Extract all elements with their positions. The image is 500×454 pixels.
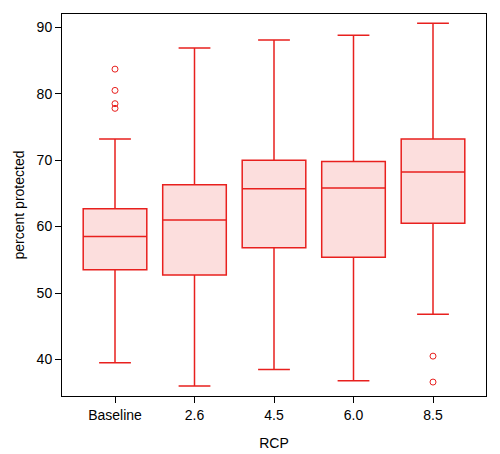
svg-text:6.0: 6.0 bbox=[344, 407, 364, 423]
svg-text:80: 80 bbox=[37, 86, 53, 102]
svg-text:50: 50 bbox=[37, 285, 53, 301]
svg-text:90: 90 bbox=[37, 19, 53, 35]
svg-text:percent protected: percent protected bbox=[11, 151, 27, 260]
svg-text:8.5: 8.5 bbox=[423, 407, 443, 423]
svg-text:RCP: RCP bbox=[259, 435, 289, 451]
svg-text:60: 60 bbox=[37, 218, 53, 234]
svg-text:Baseline: Baseline bbox=[88, 407, 142, 423]
svg-text:70: 70 bbox=[37, 152, 53, 168]
svg-text:4.5: 4.5 bbox=[264, 407, 284, 423]
svg-text:2.6: 2.6 bbox=[185, 407, 205, 423]
svg-text:40: 40 bbox=[37, 351, 53, 367]
